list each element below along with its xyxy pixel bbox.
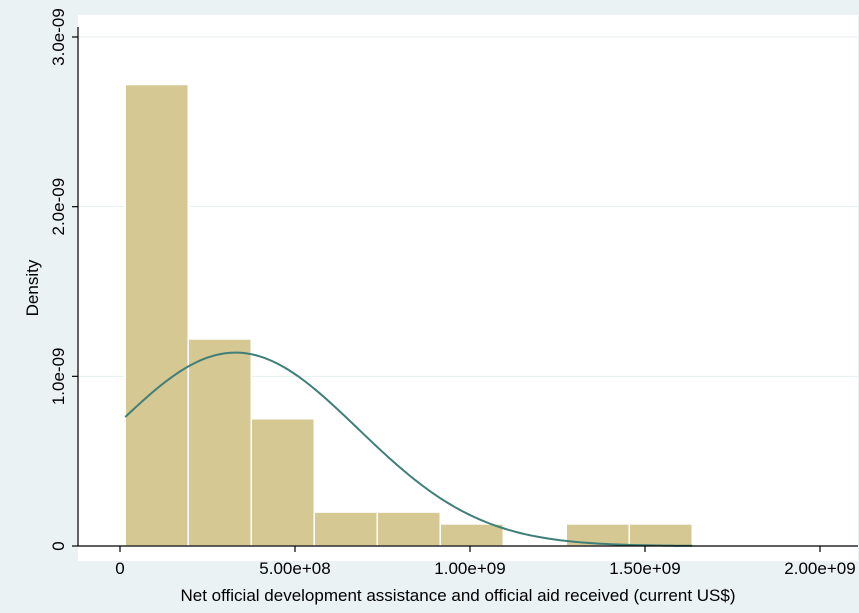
x-axis-title: Net official development assistance and … <box>181 586 736 605</box>
y-tick-label: 0 <box>49 541 68 550</box>
histogram-bars <box>124 83 693 547</box>
normal-density-curve <box>124 351 693 547</box>
tick-labels: 0 1.0e-09 2.0e-09 3.0e-09 0 5.00e+08 1.00e+09 1… <box>49 8 856 578</box>
histogram-bar-6 <box>439 523 504 547</box>
y-tick-label: 1.0e-09 <box>49 347 68 405</box>
x-tick-label: 5.00e+08 <box>259 559 330 578</box>
histogram-bar-3 <box>250 418 315 547</box>
histogram-bar-1 <box>124 83 189 547</box>
x-tick-label: 1.50e+09 <box>609 559 680 578</box>
histogram-bar-5 <box>376 511 441 547</box>
y-tick-label: 3.0e-09 <box>49 8 68 66</box>
y-tick-label: 2.0e-09 <box>49 178 68 236</box>
x-tick-label: 1.00e+09 <box>434 559 505 578</box>
x-tick-label: 0 <box>115 559 124 578</box>
axes <box>72 27 858 552</box>
y-axis-title: Density <box>23 259 42 316</box>
x-tick-label: 2.00e+09 <box>784 559 855 578</box>
histogram-bar-4 <box>313 511 378 547</box>
histogram-bar-2 <box>187 338 252 547</box>
histogram-bar-9 <box>628 523 693 547</box>
